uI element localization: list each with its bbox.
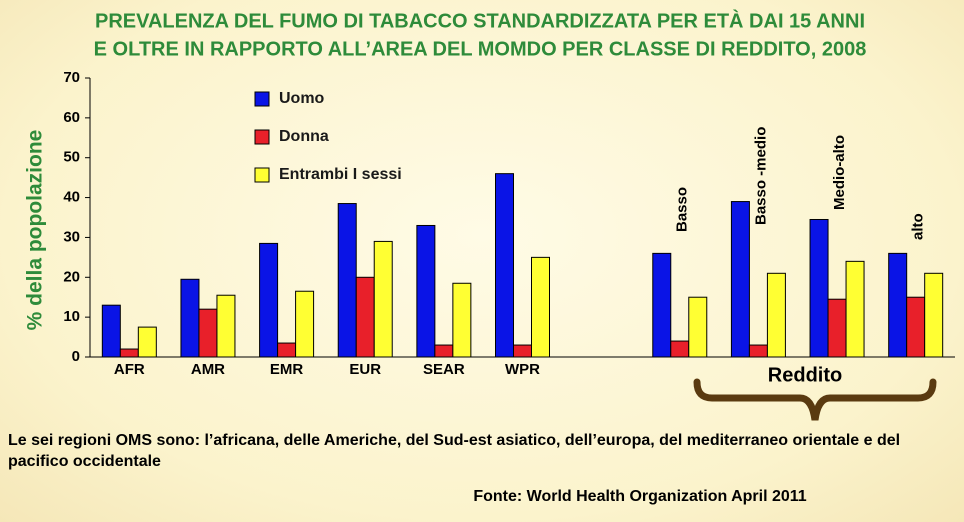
x-tick-label: WPR — [505, 361, 540, 378]
y-tick-label: 10 — [63, 308, 80, 325]
bar — [295, 290, 315, 358]
source: Fonte: World Health Organization April 2… — [473, 488, 807, 505]
bar — [355, 276, 375, 358]
x-tick-label: EUR — [349, 361, 381, 378]
bar — [827, 298, 847, 358]
legend-label: Entrambi I sessi — [279, 166, 402, 183]
income-label: Basso -medio — [752, 127, 769, 225]
x-tick-label: AMR — [191, 361, 225, 378]
y-tick-label: 40 — [63, 189, 80, 206]
y-tick-label: 0 — [72, 348, 80, 365]
bar — [924, 272, 944, 358]
bar — [513, 344, 532, 358]
bar — [216, 294, 236, 358]
bar — [748, 344, 768, 358]
bar — [277, 342, 297, 358]
bar — [452, 282, 472, 358]
bar — [416, 224, 436, 358]
y-tick-label: 60 — [63, 109, 80, 126]
chart-title: E OLTRE IN RAPPORTO ALL’AREA DEL MOMDO P… — [94, 38, 867, 60]
bar — [495, 173, 514, 358]
legend-label: Donna — [279, 128, 329, 145]
x-tick-label: EMR — [270, 361, 304, 378]
bar — [906, 296, 926, 358]
bar — [119, 348, 139, 358]
bar — [434, 344, 454, 358]
x-tick-label: AFR — [114, 361, 145, 378]
bar — [730, 201, 750, 358]
y-tick-label: 70 — [63, 69, 80, 86]
legend-swatch — [254, 167, 270, 183]
x-tick-label: SEAR — [423, 361, 465, 378]
bar — [888, 252, 908, 358]
y-tick-label: 30 — [63, 228, 80, 245]
chart-title: PREVALENZA DEL FUMO DI TABACCO STANDARDI… — [95, 9, 865, 32]
income-label: Basso — [674, 187, 691, 232]
bar — [259, 242, 279, 358]
bar — [180, 278, 200, 358]
bar — [373, 240, 393, 358]
bar — [101, 304, 121, 358]
legend-swatch — [254, 91, 270, 107]
bar — [845, 260, 865, 358]
bar — [652, 252, 672, 358]
y-tick-label: 50 — [63, 149, 80, 166]
bar — [809, 218, 829, 358]
bar — [531, 256, 550, 358]
legend-label: Uomo — [279, 90, 325, 107]
bar — [198, 308, 218, 358]
bar — [137, 326, 157, 358]
bar — [337, 203, 357, 358]
y-axis-label: % della popolazione — [24, 130, 47, 331]
bar — [766, 272, 786, 358]
bar — [688, 296, 708, 358]
note: Le sei regioni OMS sono: l’africana, del… — [8, 432, 901, 470]
brace — [693, 378, 937, 421]
income-label: alto — [910, 213, 927, 240]
y-tick-label: 20 — [63, 268, 80, 285]
income-label: Medio-alto — [831, 135, 848, 210]
bar — [670, 340, 690, 358]
group-label: Reddito — [768, 364, 842, 386]
legend-swatch — [254, 129, 270, 145]
